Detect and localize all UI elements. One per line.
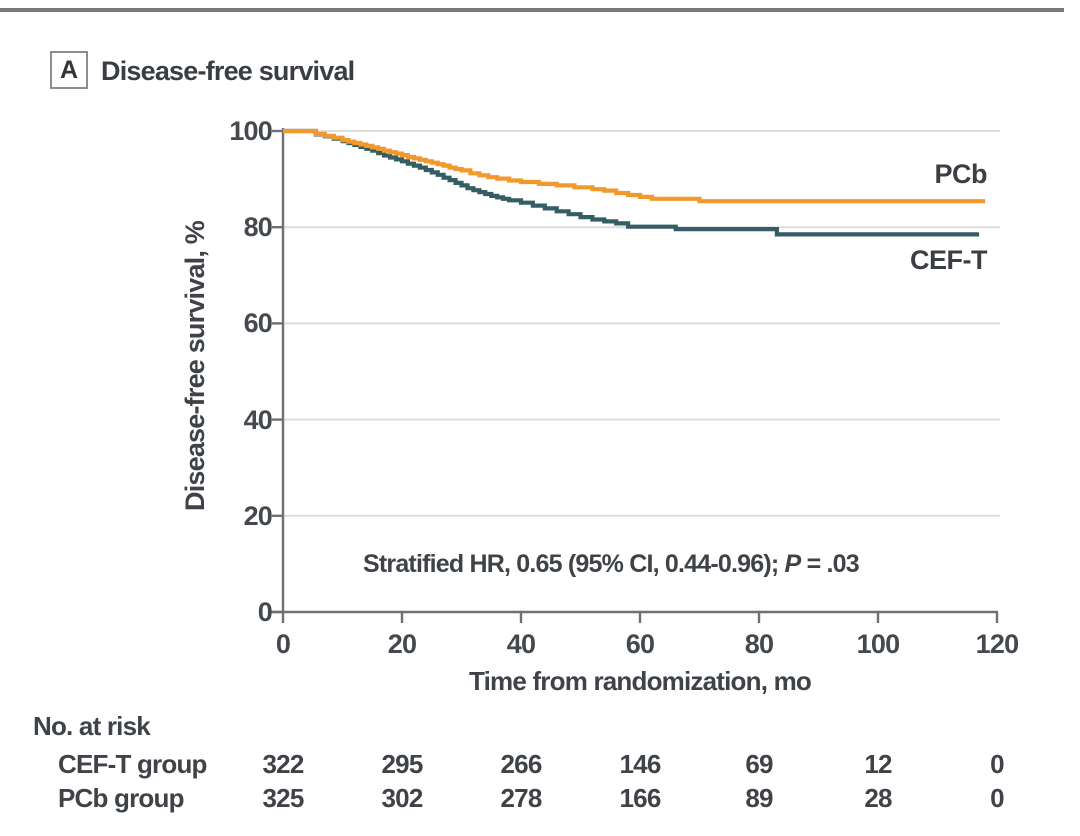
curve-label-pcb: PCb [934,159,988,189]
risk-count-cef-t-40: 266 [500,749,543,779]
top-divider-rule [0,8,1064,12]
risk-row-label-pcb: PCb group [58,783,184,813]
y-tick-label-80: 80 [243,212,273,243]
y-tick-label-0: 0 [257,597,273,627]
y-tick-label-20: 20 [243,500,273,531]
risk-count-cef-t-100: 12 [864,749,892,779]
risk-count-cef-t-0: 322 [262,749,305,779]
x-tick-label-0: 0 [275,629,291,659]
risk-table-header: No. at risk [33,711,151,741]
risk-count-pcb-100: 28 [864,783,892,813]
risk-count-pcb-20: 302 [381,783,424,813]
risk-count-pcb-0: 325 [262,783,305,813]
hr-annotation: Stratified HR, 0.65 (95% CI, 0.44-0.96);… [363,550,860,579]
risk-count-pcb-80: 89 [745,783,773,813]
y-axis-title: Disease-free survival, % [180,221,210,511]
x-tick-label-20: 20 [387,629,417,659]
risk-count-cef-t-60: 146 [619,749,662,779]
x-tick-label-40: 40 [506,629,536,659]
x-tick-label-80: 80 [744,629,774,659]
panel-label-box: A [50,51,88,89]
risk-count-cef-t-80: 69 [745,749,773,779]
hr-annotation-text: Stratified HR, 0.65 (95% CI, 0.44-0.96); [363,550,785,578]
curve-label-ceft: CEF-T [910,245,987,275]
p-value-text: = .03 [800,550,860,578]
panel-label: A [59,55,79,84]
curve-cef-t [283,128,980,237]
risk-row-label-ceft: CEF-T group [58,749,207,779]
panel-title: Disease-free survival [101,56,355,86]
x-tick-label-60: 60 [625,629,655,659]
risk-count-pcb-120: 0 [990,783,1004,813]
x-tick-label-100: 100 [856,629,900,659]
x-axis-title: Time from randomization, mo [469,666,812,696]
x-tick-label-120: 120 [975,629,1019,659]
risk-count-pcb-40: 278 [500,783,543,813]
risk-count-cef-t-120: 0 [990,749,1004,779]
y-tick-label-100: 100 [229,116,272,146]
risk-count-pcb-60: 166 [619,783,662,813]
p-symbol: P [784,550,802,578]
curve-pcb [283,128,986,204]
y-tick-label-60: 60 [243,308,273,339]
risk-count-cef-t-20: 295 [381,749,424,779]
y-tick-label-40: 40 [243,404,273,435]
